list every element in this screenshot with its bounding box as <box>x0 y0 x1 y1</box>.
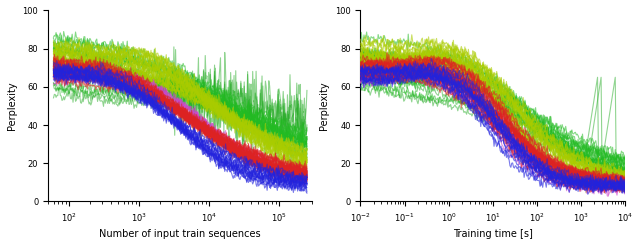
Y-axis label: Perplexity: Perplexity <box>7 82 17 130</box>
X-axis label: Number of input train sequences: Number of input train sequences <box>99 229 261 239</box>
X-axis label: Training time [s]: Training time [s] <box>452 229 532 239</box>
Y-axis label: Perplexity: Perplexity <box>319 82 330 130</box>
